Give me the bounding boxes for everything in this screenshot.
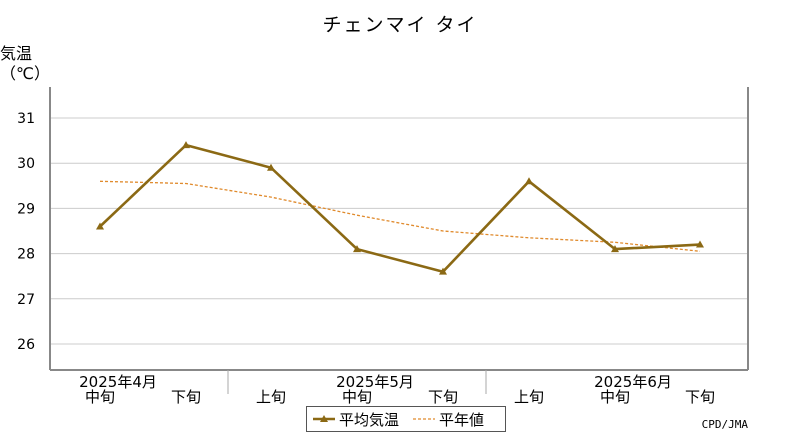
y-tick-label-31: 31 xyxy=(17,111,35,127)
x-tick-label-4: 下旬 xyxy=(428,388,458,406)
legend-swatch-dashed xyxy=(413,418,436,420)
y-tick-label-29: 29 xyxy=(17,201,35,217)
y-axis-label-line-1: 気温 xyxy=(0,44,33,63)
data-point-average-1 xyxy=(182,141,190,149)
data-point-average-7 xyxy=(696,240,704,248)
y-axis-label-line-2: （℃） xyxy=(0,64,50,83)
credit-label: CPD/JMA xyxy=(701,418,748,431)
x-tick-label-5: 上旬 xyxy=(514,388,544,406)
data-point-average-0 xyxy=(96,222,104,230)
data-point-average-2 xyxy=(267,163,275,171)
y-tick-label-28: 28 xyxy=(17,247,35,263)
legend-item-normal: 平年値 xyxy=(413,409,484,430)
month-label-2: 2025年6月 xyxy=(594,373,672,391)
x-tick-label-2: 上旬 xyxy=(256,388,286,406)
legend-label-normal: 平年値 xyxy=(439,410,485,429)
chart-title: チェンマイ タイ xyxy=(322,14,478,36)
data-point-average-3 xyxy=(353,245,361,253)
x-tick-label-1: 下旬 xyxy=(171,388,201,406)
month-label-1: 2025年5月 xyxy=(336,373,414,391)
data-point-average-5 xyxy=(525,177,533,185)
month-label-0: 2025年4月 xyxy=(79,373,157,391)
x-tick-label-3: 中旬 xyxy=(342,388,372,406)
legend: 平均気温 平年値 xyxy=(306,406,506,432)
y-tick-label-26: 26 xyxy=(17,337,35,353)
x-tick-label-6: 中旬 xyxy=(600,388,630,406)
y-tick-label-30: 30 xyxy=(17,156,35,172)
series-line-normal xyxy=(99,180,701,252)
legend-label-average: 平均気温 xyxy=(339,410,400,429)
plot-area xyxy=(50,87,748,370)
data-point-average-4 xyxy=(439,267,447,275)
legend-item-average: 平均気温 xyxy=(313,409,399,430)
y-tick-label-27: 27 xyxy=(17,292,35,308)
x-tick-label-7: 下旬 xyxy=(685,388,715,406)
data-point-average-6 xyxy=(611,245,619,253)
x-tick-label-0: 中旬 xyxy=(85,388,115,406)
series-line-average xyxy=(99,143,701,274)
legend-swatch-solid xyxy=(313,415,335,422)
